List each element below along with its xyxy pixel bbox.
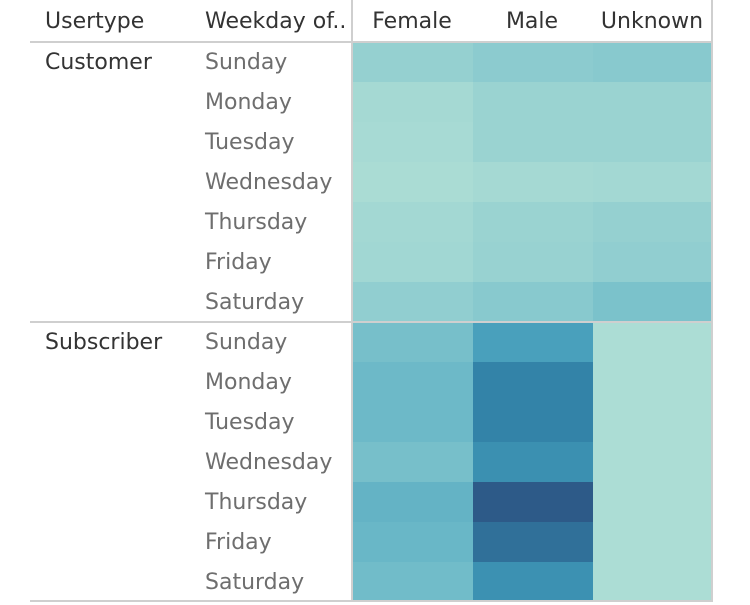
heatmap-cell[interactable] <box>473 522 593 562</box>
day-label: Wednesday <box>205 170 333 195</box>
day-label: Tuesday <box>205 410 295 435</box>
day-label: Thursday <box>205 490 308 515</box>
day-label: Thursday <box>205 210 308 235</box>
heatmap-cell[interactable] <box>593 322 712 362</box>
heatmap-cell[interactable] <box>593 162 712 202</box>
day-label: Sunday <box>205 330 288 355</box>
heatmap-cell[interactable] <box>353 162 473 202</box>
day-label: Wednesday <box>205 450 333 475</box>
day-label: Sunday <box>205 50 288 75</box>
heatmap-cell[interactable] <box>473 322 593 362</box>
day-label: Friday <box>205 530 272 555</box>
day-label: Saturday <box>205 290 305 315</box>
heatmap-cell[interactable] <box>353 322 473 362</box>
heatmap-cell[interactable] <box>593 402 712 442</box>
heatmap-cell[interactable] <box>593 442 712 482</box>
heatmap-cell[interactable] <box>473 562 593 602</box>
heatmap-cell[interactable] <box>593 242 712 282</box>
heatmap-cell[interactable] <box>473 282 593 322</box>
heatmap-cell[interactable] <box>473 202 593 242</box>
heatmap-cell[interactable] <box>353 122 473 162</box>
day-label: Monday <box>205 370 292 395</box>
heatmap-cell[interactable] <box>473 162 593 202</box>
column-header-male: Male <box>505 9 559 34</box>
right-border <box>711 0 713 602</box>
heatmap-cell[interactable] <box>353 522 473 562</box>
heatmap-cell[interactable] <box>593 522 712 562</box>
heatmap-cell[interactable] <box>353 482 473 522</box>
day-label: Monday <box>205 90 292 115</box>
bottom-border <box>30 600 712 602</box>
heatmap-cell[interactable] <box>593 82 712 122</box>
heatmap-cell[interactable] <box>473 402 593 442</box>
heatmap-cell[interactable] <box>473 442 593 482</box>
group-label-1: Subscriber <box>45 330 163 355</box>
heatmap-cell[interactable] <box>353 282 473 322</box>
heatmap-cell[interactable] <box>353 402 473 442</box>
heatmap-cell[interactable] <box>593 282 712 322</box>
heatmap-cell[interactable] <box>593 122 712 162</box>
heatmap-cell[interactable] <box>473 42 593 82</box>
heatmap-cell[interactable] <box>353 442 473 482</box>
day-label: Tuesday <box>205 130 295 155</box>
day-label: Friday <box>205 250 272 275</box>
heatmap-cell[interactable] <box>353 562 473 602</box>
heatmap-cell[interactable] <box>353 82 473 122</box>
heatmap-cell[interactable] <box>593 42 712 82</box>
heatmap-cell[interactable] <box>593 362 712 402</box>
heatmap-cell[interactable] <box>473 82 593 122</box>
group-divider <box>30 321 712 323</box>
heatmap-cell[interactable] <box>593 562 712 602</box>
heatmap-cell[interactable] <box>473 242 593 282</box>
column-header-female: Female <box>372 9 452 34</box>
heatmap-cell[interactable] <box>593 482 712 522</box>
heatmap-cell[interactable] <box>353 362 473 402</box>
heatmap-cell[interactable] <box>473 122 593 162</box>
heatmap-cell[interactable] <box>353 242 473 282</box>
heatmap-cell[interactable] <box>353 42 473 82</box>
group-label-0: Customer <box>45 50 152 75</box>
heatmap-cell[interactable] <box>473 482 593 522</box>
usertype-header: Usertype <box>45 9 145 34</box>
label-divider <box>351 0 353 602</box>
heatmap-cell[interactable] <box>353 202 473 242</box>
heatmap-cell[interactable] <box>593 202 712 242</box>
day-label: Saturday <box>205 570 305 595</box>
column-header-unknown: Unknown <box>600 9 704 34</box>
heatmap-cell[interactable] <box>473 362 593 402</box>
header-divider <box>30 41 712 43</box>
weekday-header: Weekday of.. <box>205 9 347 34</box>
